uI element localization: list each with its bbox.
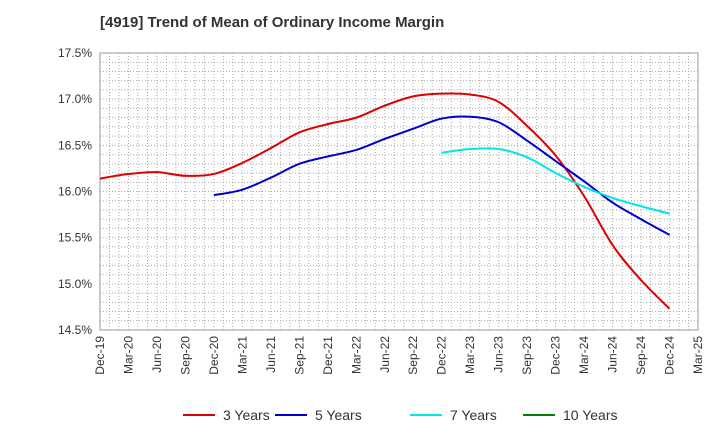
x-tick-label: Mar-23 bbox=[463, 336, 477, 374]
x-tick-label: Dec-24 bbox=[663, 336, 677, 375]
x-tick-label: Jun-20 bbox=[150, 336, 164, 373]
chart-title: [4919] Trend of Mean of Ordinary Income … bbox=[100, 14, 445, 31]
x-tick-label: Sep-23 bbox=[520, 336, 534, 375]
x-tick-label: Sep-22 bbox=[406, 336, 420, 375]
series-line-5-years bbox=[213, 115, 671, 236]
x-tick-label: Sep-24 bbox=[634, 336, 648, 375]
plot-border bbox=[99, 52, 699, 331]
y-tick-label: 16.5% bbox=[58, 138, 92, 152]
legend-label-7-years: 7 Years bbox=[450, 407, 497, 423]
y-tick-label: 17.5% bbox=[58, 46, 92, 60]
y-tick-label: 15.0% bbox=[58, 277, 92, 291]
x-tick-label: Mar-24 bbox=[577, 336, 591, 374]
x-tick-label: Dec-19 bbox=[93, 336, 107, 375]
y-tick-label: 16.0% bbox=[58, 185, 92, 199]
legend-label-5-years: 5 Years bbox=[315, 407, 362, 423]
x-tick-label: Sep-21 bbox=[292, 336, 306, 375]
x-tick-label: Dec-23 bbox=[549, 336, 563, 375]
y-tick-label: 15.5% bbox=[58, 231, 92, 245]
x-tick-label: Dec-22 bbox=[435, 336, 449, 375]
x-tick-label: Sep-20 bbox=[178, 336, 192, 375]
x-tick-label: Dec-21 bbox=[321, 336, 335, 375]
x-tick-label: Jun-21 bbox=[264, 336, 278, 373]
x-tick-label: Dec-20 bbox=[207, 336, 221, 375]
x-tick-label: Mar-20 bbox=[121, 336, 135, 374]
x-tick-label: Jun-23 bbox=[492, 336, 506, 373]
x-tick-label: Mar-25 bbox=[691, 336, 705, 374]
x-tick-label: Mar-21 bbox=[235, 336, 249, 374]
x-tick-label: Jun-24 bbox=[606, 336, 620, 373]
x-tick-label: Mar-22 bbox=[349, 336, 363, 374]
legend-label-10-years: 10 Years bbox=[563, 407, 618, 423]
y-tick-label: 17.0% bbox=[58, 92, 92, 106]
series-line-7-years bbox=[441, 147, 670, 215]
legend-label-3-years: 3 Years bbox=[223, 407, 270, 423]
x-tick-label: Jun-22 bbox=[378, 336, 392, 373]
y-tick-label: 14.5% bbox=[58, 323, 92, 337]
